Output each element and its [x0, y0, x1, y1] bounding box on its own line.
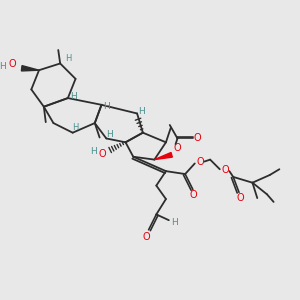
Text: O: O [99, 149, 106, 159]
Text: O: O [8, 59, 16, 69]
Text: O: O [143, 232, 151, 242]
Polygon shape [21, 66, 39, 71]
Text: H: H [106, 130, 112, 139]
Text: O: O [236, 193, 244, 203]
Text: H: H [65, 54, 71, 63]
Text: H: H [90, 147, 97, 156]
Text: H: H [70, 92, 77, 101]
Polygon shape [154, 152, 172, 160]
Text: O: O [174, 143, 181, 153]
Text: H: H [72, 123, 79, 132]
Text: H: H [103, 102, 110, 111]
Text: H: H [139, 107, 145, 116]
Text: O: O [222, 165, 230, 175]
Text: H: H [171, 218, 178, 226]
Text: O: O [197, 158, 204, 167]
Text: H: H [0, 62, 6, 71]
Text: O: O [194, 134, 202, 143]
Text: O: O [190, 190, 198, 200]
